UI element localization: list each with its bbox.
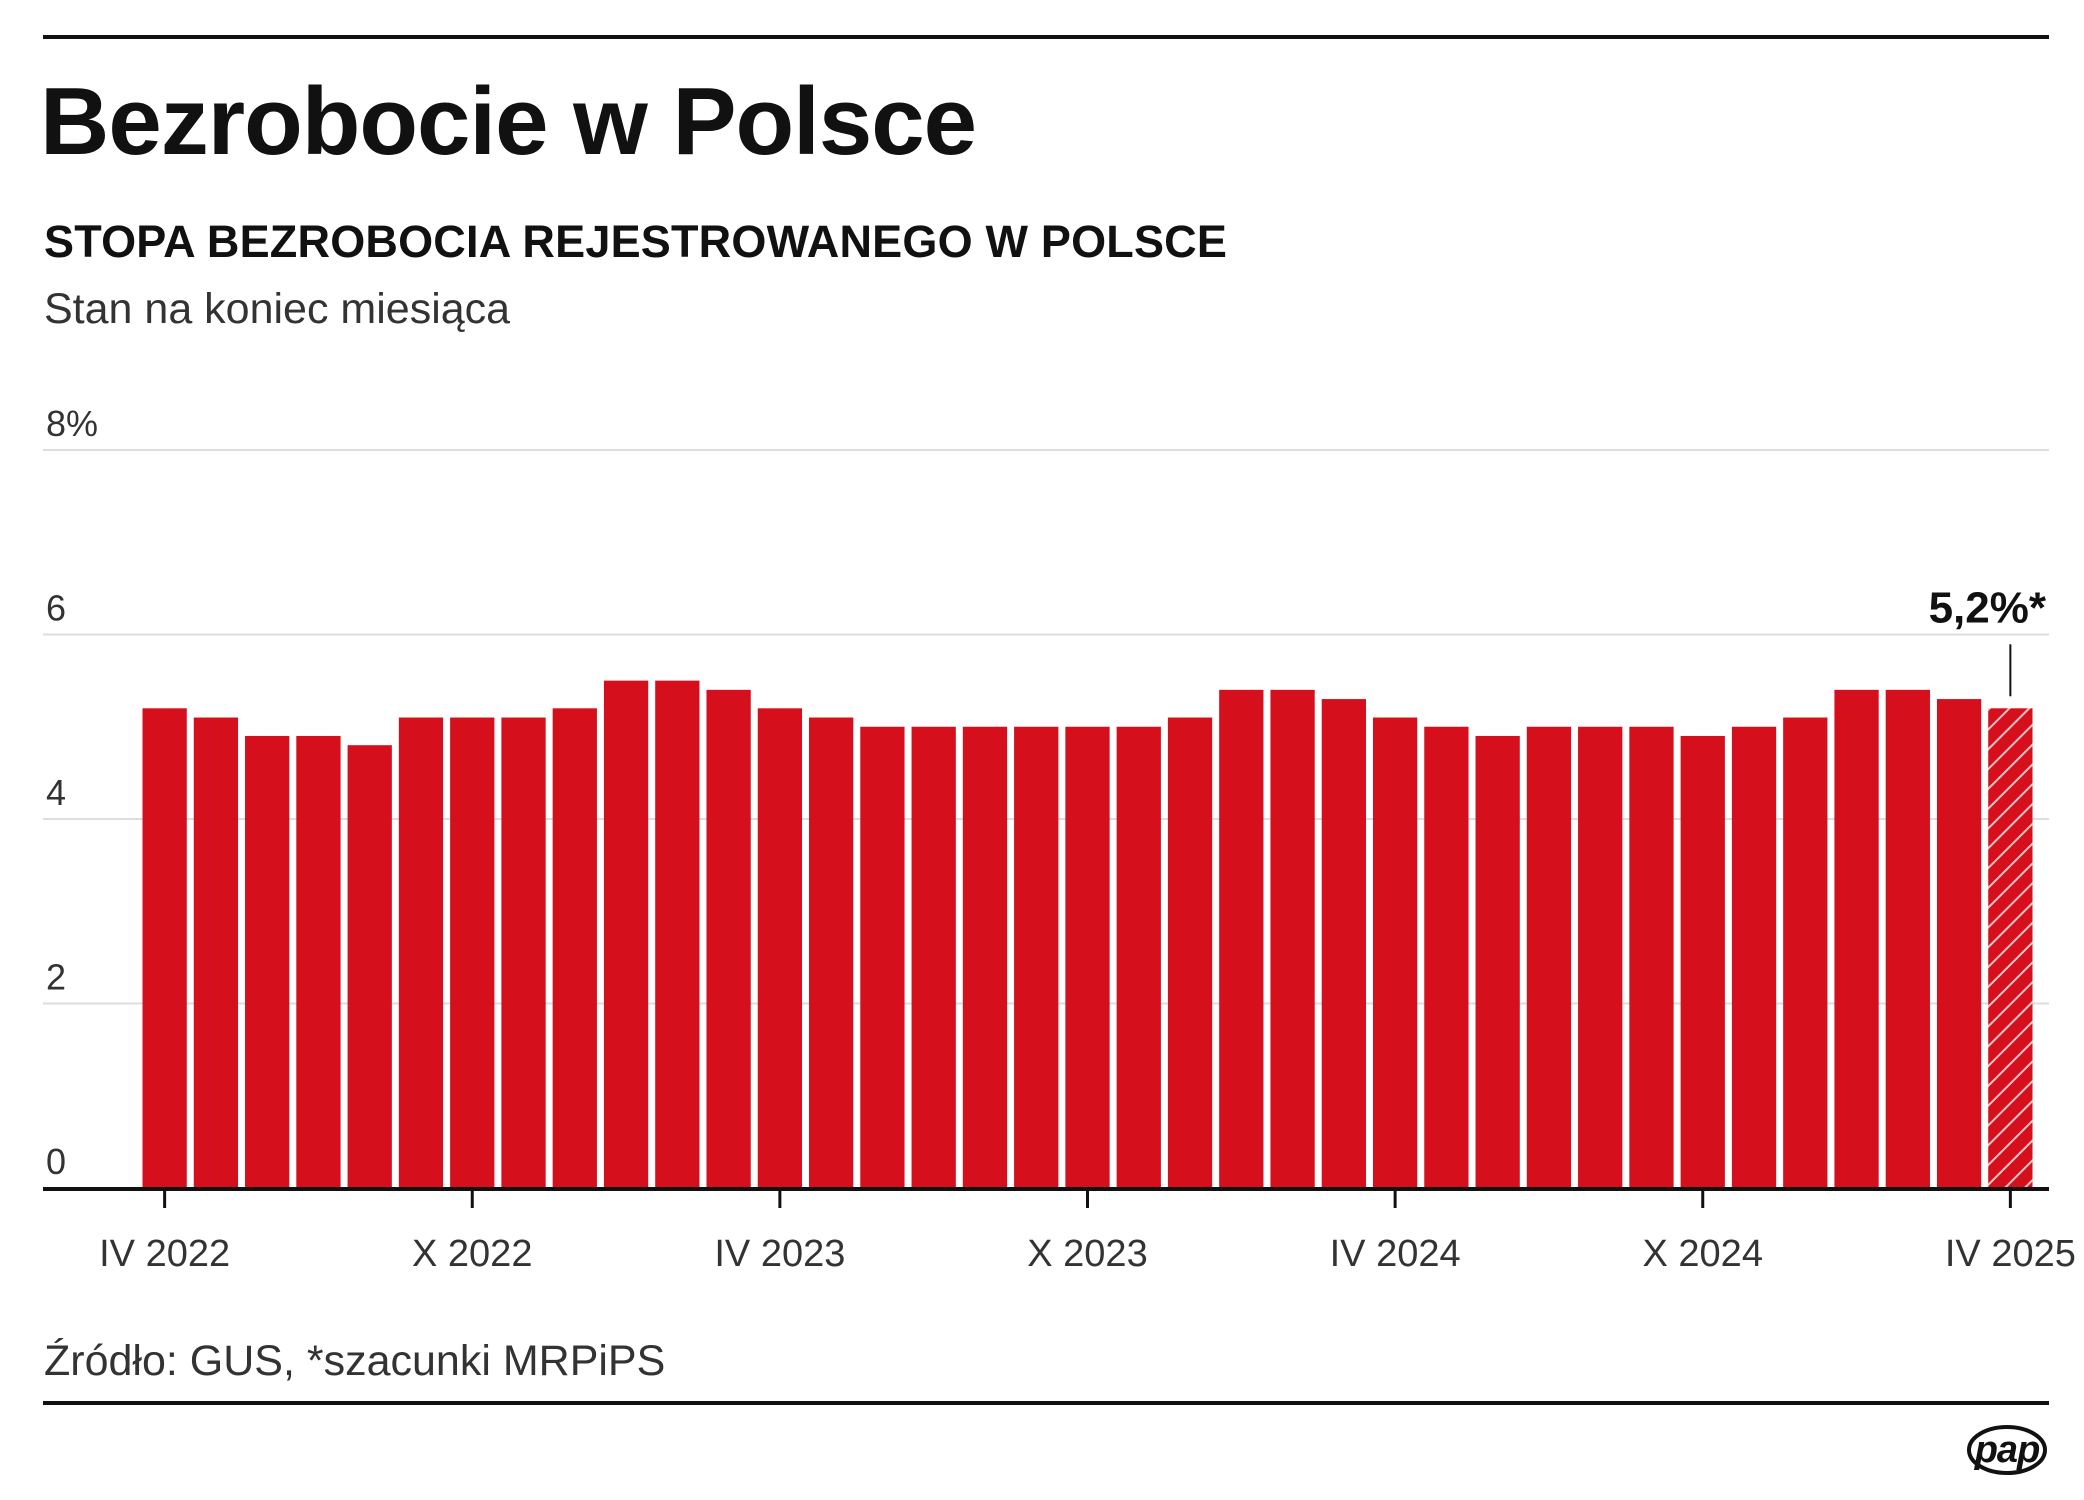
annotation-label: 5,2%* — [1929, 583, 2047, 632]
bar — [142, 708, 187, 1188]
bar — [860, 726, 905, 1188]
x-tick-label: IV 2023 — [714, 1233, 845, 1275]
bar — [655, 680, 700, 1188]
bar — [245, 735, 290, 1188]
bar — [1372, 717, 1418, 1188]
bar — [1424, 726, 1469, 1188]
bar — [1629, 726, 1674, 1188]
x-axis-labels: IV 2022 X 2022 IV 2023 X 2023 IV 2024 X 2024 I… — [99, 1233, 2076, 1275]
x-tick-label: X 2023 — [1027, 1233, 1147, 1275]
source-note: Źródło: GUS, *szacunki MRPiPS — [44, 1337, 666, 1385]
bar — [501, 717, 546, 1188]
bar — [1680, 735, 1725, 1188]
pap-logo-text: pap — [1974, 1429, 2041, 1471]
x-tick-label: IV 2022 — [99, 1233, 230, 1275]
y-tick-label: 0 — [46, 1141, 66, 1182]
chart-subtitle: STOPA BEZROBOCIA REJESTROWANEGO W POLSCE — [44, 216, 1228, 267]
annotation: 5,2%* — [1929, 583, 2047, 697]
y-tick-label: 4 — [46, 772, 66, 813]
chart-note: Stan na koniec miesiąca — [44, 285, 511, 333]
x-axis — [43, 1187, 2049, 1208]
pap-logo — [1967, 1425, 2047, 1475]
bar — [296, 735, 341, 1188]
bar — [1834, 689, 1879, 1188]
bar — [1167, 717, 1213, 1188]
bar — [1475, 735, 1520, 1188]
x-tick-label: X 2024 — [1643, 1233, 1763, 1275]
bar — [1219, 689, 1264, 1188]
bar — [552, 708, 597, 1188]
bar — [450, 717, 495, 1188]
bar — [347, 745, 392, 1188]
bar — [962, 726, 1008, 1188]
x-tick-label: IV 2024 — [1330, 1233, 1461, 1275]
top-rule — [43, 35, 2049, 39]
bar — [1885, 689, 1930, 1188]
bars — [142, 680, 2033, 1188]
bar — [911, 726, 956, 1188]
bar — [1116, 726, 1161, 1188]
bar — [603, 680, 649, 1188]
bar — [757, 708, 803, 1188]
y-axis-labels: 0 2 4 6 8% — [46, 403, 98, 1182]
bar — [398, 717, 444, 1188]
bar — [1321, 699, 1366, 1188]
bar — [1936, 699, 1982, 1188]
bar — [1783, 717, 1828, 1188]
x-tick-label: IV 2025 — [1945, 1233, 2076, 1275]
y-tick-label: 6 — [46, 588, 66, 629]
unemployment-bar-chart: 0 2 4 6 8% IV 2022 X 2022 IV 2023 X 2023 IV 2024… — [43, 403, 2076, 1275]
bottom-rule — [43, 1401, 2049, 1405]
bar — [1270, 689, 1315, 1188]
bar — [1526, 726, 1572, 1188]
bar — [1014, 726, 1059, 1188]
bar — [809, 717, 854, 1188]
bar — [706, 689, 751, 1188]
bar — [1731, 726, 1777, 1188]
x-tick-label: X 2022 — [412, 1233, 532, 1275]
y-tick-label: 2 — [46, 957, 66, 998]
bar-estimated — [1988, 708, 2033, 1188]
y-tick-label: 8% — [46, 403, 98, 444]
bar — [193, 717, 239, 1188]
bar — [1065, 726, 1110, 1188]
bar — [1578, 726, 1623, 1188]
chart-title: Bezrobocie w Polsce — [40, 68, 977, 175]
